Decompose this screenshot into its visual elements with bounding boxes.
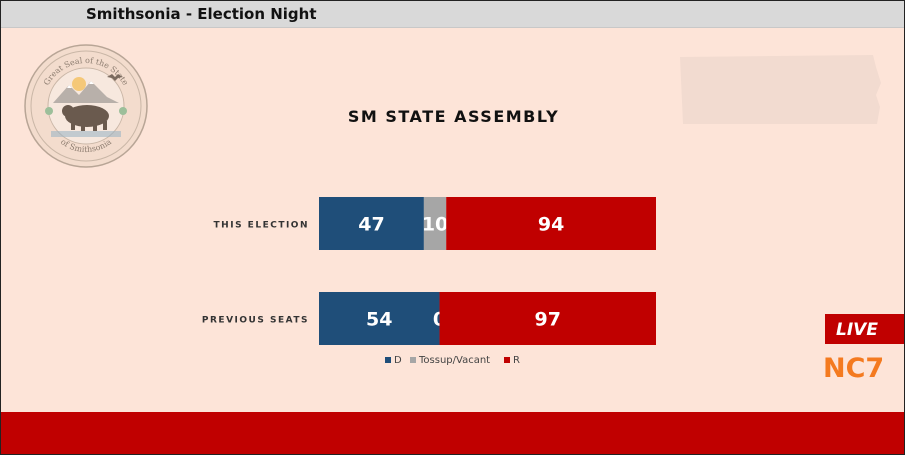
state-seal-logo: Great Seal of the State of Smithsonia	[24, 44, 148, 168]
legend-swatch	[504, 357, 510, 363]
region-map-placeholder	[680, 55, 881, 124]
page-title: Smithsonia - Election Night	[86, 5, 317, 23]
bottom-banner	[1, 412, 904, 454]
chart-title: SM STATE ASSEMBLY	[347, 107, 560, 126]
title-bar: Smithsonia - Election Night	[1, 1, 904, 28]
data-label: 54	[366, 309, 392, 331]
data-label: 97	[535, 309, 561, 331]
data-label: 94	[538, 214, 564, 236]
data-label: 47	[358, 214, 384, 236]
legend-label: D	[394, 355, 402, 366]
station-logo: NC7	[823, 353, 885, 384]
legend-label: R	[513, 355, 520, 366]
legend-swatch	[385, 357, 391, 363]
bar-segment-d	[319, 292, 440, 345]
bar-segment-d	[319, 197, 424, 250]
bar-segment-tossup-vacant	[423, 197, 447, 250]
category-label: THIS ELECTION	[214, 221, 309, 231]
legend-swatch	[410, 357, 416, 363]
bar-segment-r	[439, 292, 656, 345]
legend-label: Tossup/Vacant	[418, 355, 490, 366]
category-label: PREVIOUS SEATS	[202, 316, 309, 326]
live-badge: LIVE	[825, 314, 904, 344]
bar-segment-r	[446, 197, 656, 250]
data-label: 10	[422, 214, 448, 236]
live-label: LIVE	[836, 320, 878, 340]
